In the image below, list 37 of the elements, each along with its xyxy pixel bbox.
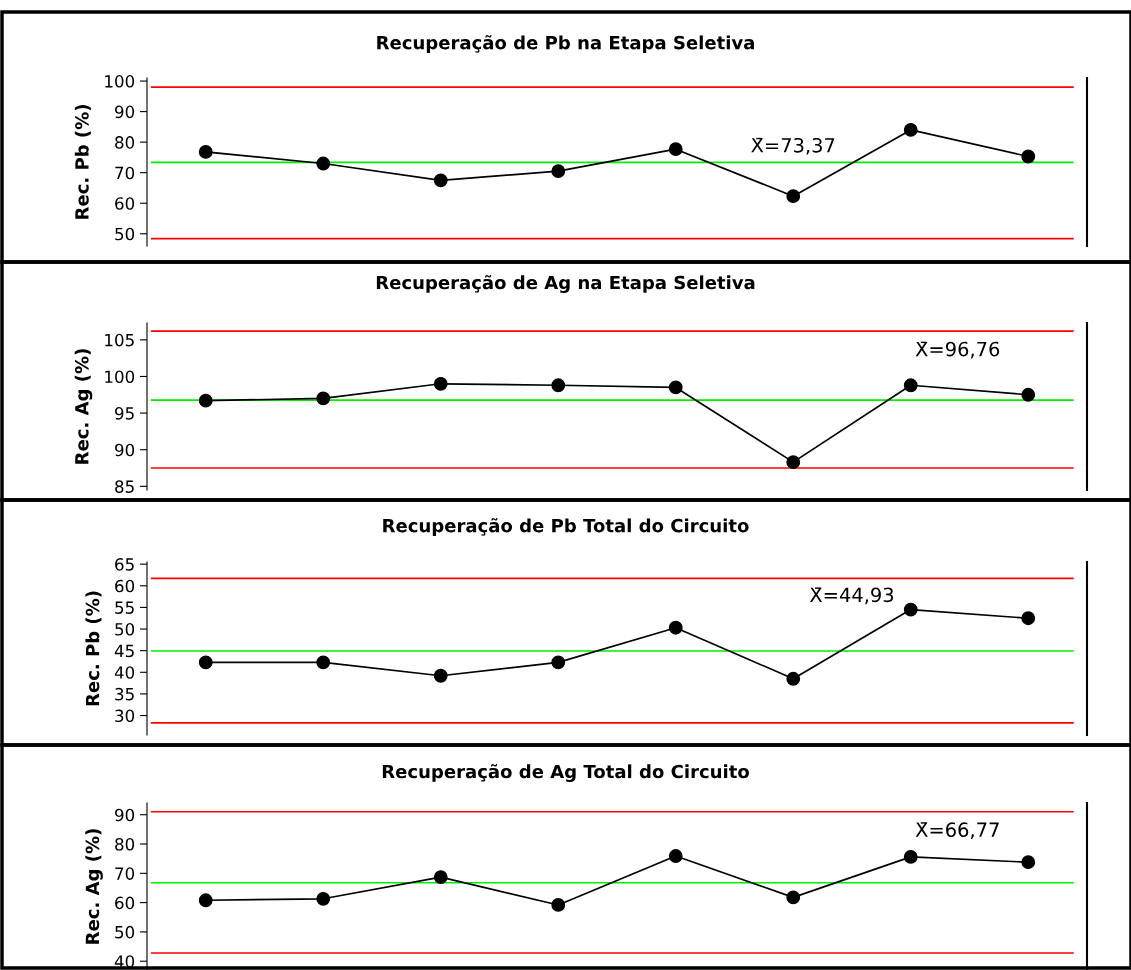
y-tick-label: 50 [115,623,135,636]
y-tick-label: 80 [115,136,135,149]
y-axis-title: Rec. Pb (%) [74,105,91,219]
y-tick-label: 60 [115,896,135,910]
y-tick-label: 50 [115,227,135,241]
chart-title: Recuperação de Pb na Etapa Seletiva [377,35,754,53]
chart-title: Recuperação de Ag na Etapa Seletiva [376,275,755,293]
y-tick-label: 90 [115,105,135,119]
ref-line-label: X̄=44,93 [809,587,894,605]
y-tick-label: 50 [115,925,135,939]
y-axis-title: Rec. Ag (%) [85,829,103,944]
y-tick-label: 55 [115,601,134,614]
y-axis-title: Rec. Pb (%) [85,591,102,706]
y-tick-label: 80 [115,837,135,851]
chart-title: Recuperação de Ag Total do Circuito [382,764,749,782]
y-tick-label: 40 [114,955,135,968]
y-tick-label: 45 [114,644,134,658]
y-tick-label: 100 [105,75,135,88]
y-tick-label: 60 [115,579,135,593]
y-tick-label: 100 [105,370,135,384]
y-tick-label: 90 [115,808,135,822]
y-tick-label: 90 [115,443,135,457]
ref-line-label: X̄=66,77 [915,822,999,839]
y-axis-title: Rec. Ag (%) [74,349,93,464]
y-tick-label: 60 [115,197,135,210]
y-tick-label: 35 [115,687,134,701]
chart-title: Recuperação de Pb Total do Circuito [383,518,749,536]
y-tick-label: 40 [114,666,135,679]
y-tick-label: 30 [115,709,135,723]
y-tick-label: 70 [115,166,135,180]
ref-line-label: X̄=96,76 [915,341,1000,359]
y-tick-label: 105 [105,333,134,347]
y-tick-label: 95 [115,407,134,420]
ref-line-label: X̄=73,37 [751,137,835,155]
y-tick-label: 70 [115,867,135,880]
y-tick-label: 65 [115,558,134,571]
y-tick-label: 85 [115,480,134,493]
